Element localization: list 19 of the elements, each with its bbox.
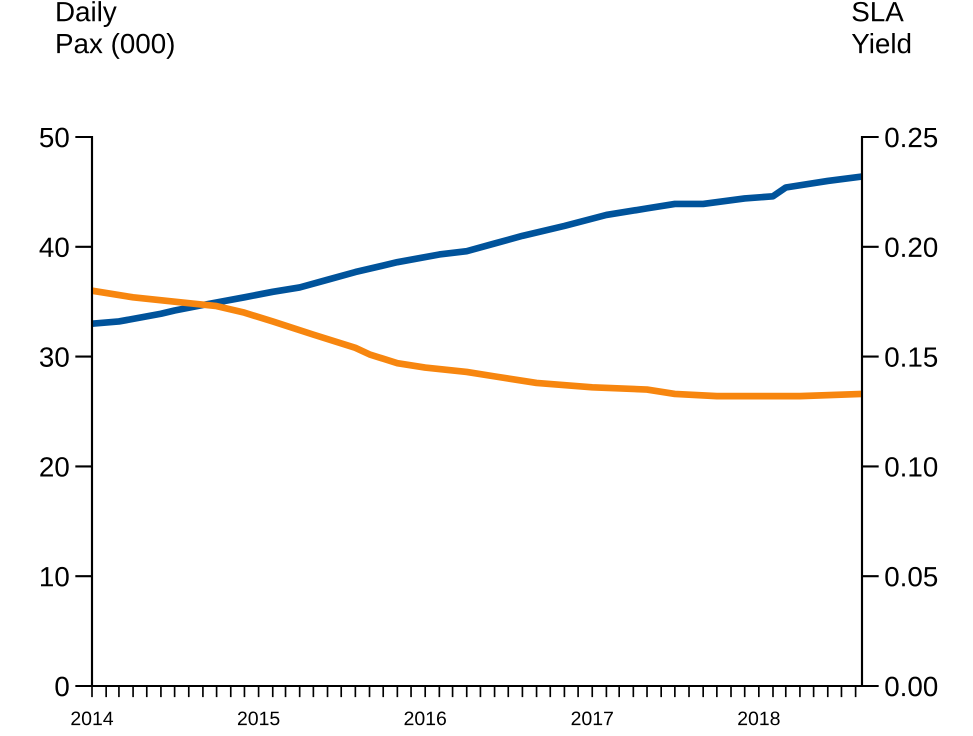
y2-tick-label: 0.25 xyxy=(885,128,938,148)
y-tick-label: 50 xyxy=(40,128,69,148)
y2-tick-label: 0.00 xyxy=(885,676,938,696)
y2-tick-label: 0.15 xyxy=(885,347,938,367)
y-tick-label: 30 xyxy=(40,347,69,367)
y2-tick-label: 0.10 xyxy=(885,457,938,477)
y-tick-label: 40 xyxy=(40,237,69,258)
y-tick-label: 10 xyxy=(41,566,69,587)
x-tick-label: 2015 xyxy=(238,712,280,726)
y-axis-title: Daily Pax (000) xyxy=(57,1,174,59)
y2-axis-title: SLA Yield xyxy=(852,2,910,54)
x-tick-label: 2016 xyxy=(404,712,446,726)
y2-tick-label: 0.20 xyxy=(885,237,938,258)
y-tick-label: 20 xyxy=(40,457,69,477)
x-tick-label: 2018 xyxy=(738,712,780,726)
x-tick-label: 2017 xyxy=(572,712,613,726)
y2-tick-label: 0.05 xyxy=(885,566,938,587)
x-tick-label: 2014 xyxy=(71,712,114,726)
y-tick-label: 0 xyxy=(55,676,69,696)
